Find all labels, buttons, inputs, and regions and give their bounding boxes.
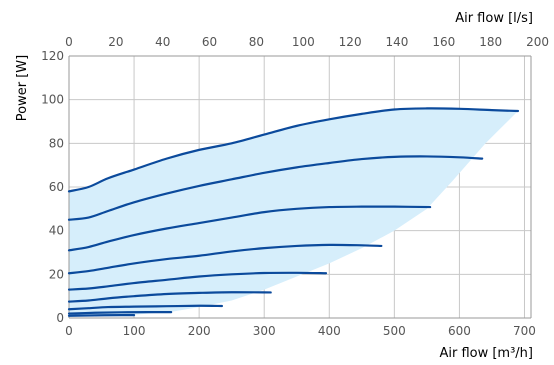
x2-tick-label: 160: [432, 35, 455, 49]
series-lines: [67, 107, 520, 317]
x2-tick-label: 20: [108, 35, 123, 49]
axes: [68, 55, 532, 319]
series-line-1: [67, 107, 520, 193]
operating-envelope: [69, 108, 518, 317]
y-tick-label: 20: [49, 267, 64, 281]
x-tick-label: 600: [448, 324, 471, 338]
y-tick-label: 40: [49, 224, 64, 238]
y-tick-label: 100: [41, 93, 64, 107]
left-axis-title: Power [W]: [15, 55, 30, 121]
x-tick-label: 100: [123, 324, 146, 338]
x2-tick-label: 180: [479, 35, 502, 49]
y-tick-label: 0: [56, 311, 64, 325]
x2-tick-label: 140: [386, 35, 409, 49]
y-tick-label: 80: [49, 136, 64, 150]
x-tick-label: 200: [188, 324, 211, 338]
x2-tick-label: 100: [292, 35, 315, 49]
x2-tick-label: 120: [339, 35, 362, 49]
x-tick-label: 400: [318, 324, 341, 338]
top-axis-title: Air flow [l/s]: [455, 11, 533, 26]
x2-tick-label: 0: [65, 35, 73, 49]
series-line-2: [67, 155, 484, 221]
x2-tick-label: 200: [526, 35, 549, 49]
y-tick-label: 60: [49, 180, 64, 194]
x2-tick-label: 40: [155, 35, 170, 49]
operating-area: [69, 108, 518, 317]
x2-tick-label: 80: [249, 35, 264, 49]
bottom-axis-title: Air flow [m³/h]: [439, 346, 533, 361]
series-line-7: [67, 304, 224, 311]
series-line-6: [67, 291, 272, 303]
x-tick-label: 300: [253, 324, 276, 338]
series-line-5: [67, 271, 328, 291]
x-tick-label: 700: [513, 324, 536, 338]
x-tick-label: 0: [65, 324, 73, 338]
series-line-8: [67, 310, 173, 315]
x-tick-label: 500: [383, 324, 406, 338]
x2-tick-label: 60: [202, 35, 217, 49]
series-line-4: [67, 243, 383, 275]
series-line-3: [67, 205, 432, 252]
series-line-9: [67, 314, 136, 317]
y-tick-label: 120: [41, 49, 64, 63]
